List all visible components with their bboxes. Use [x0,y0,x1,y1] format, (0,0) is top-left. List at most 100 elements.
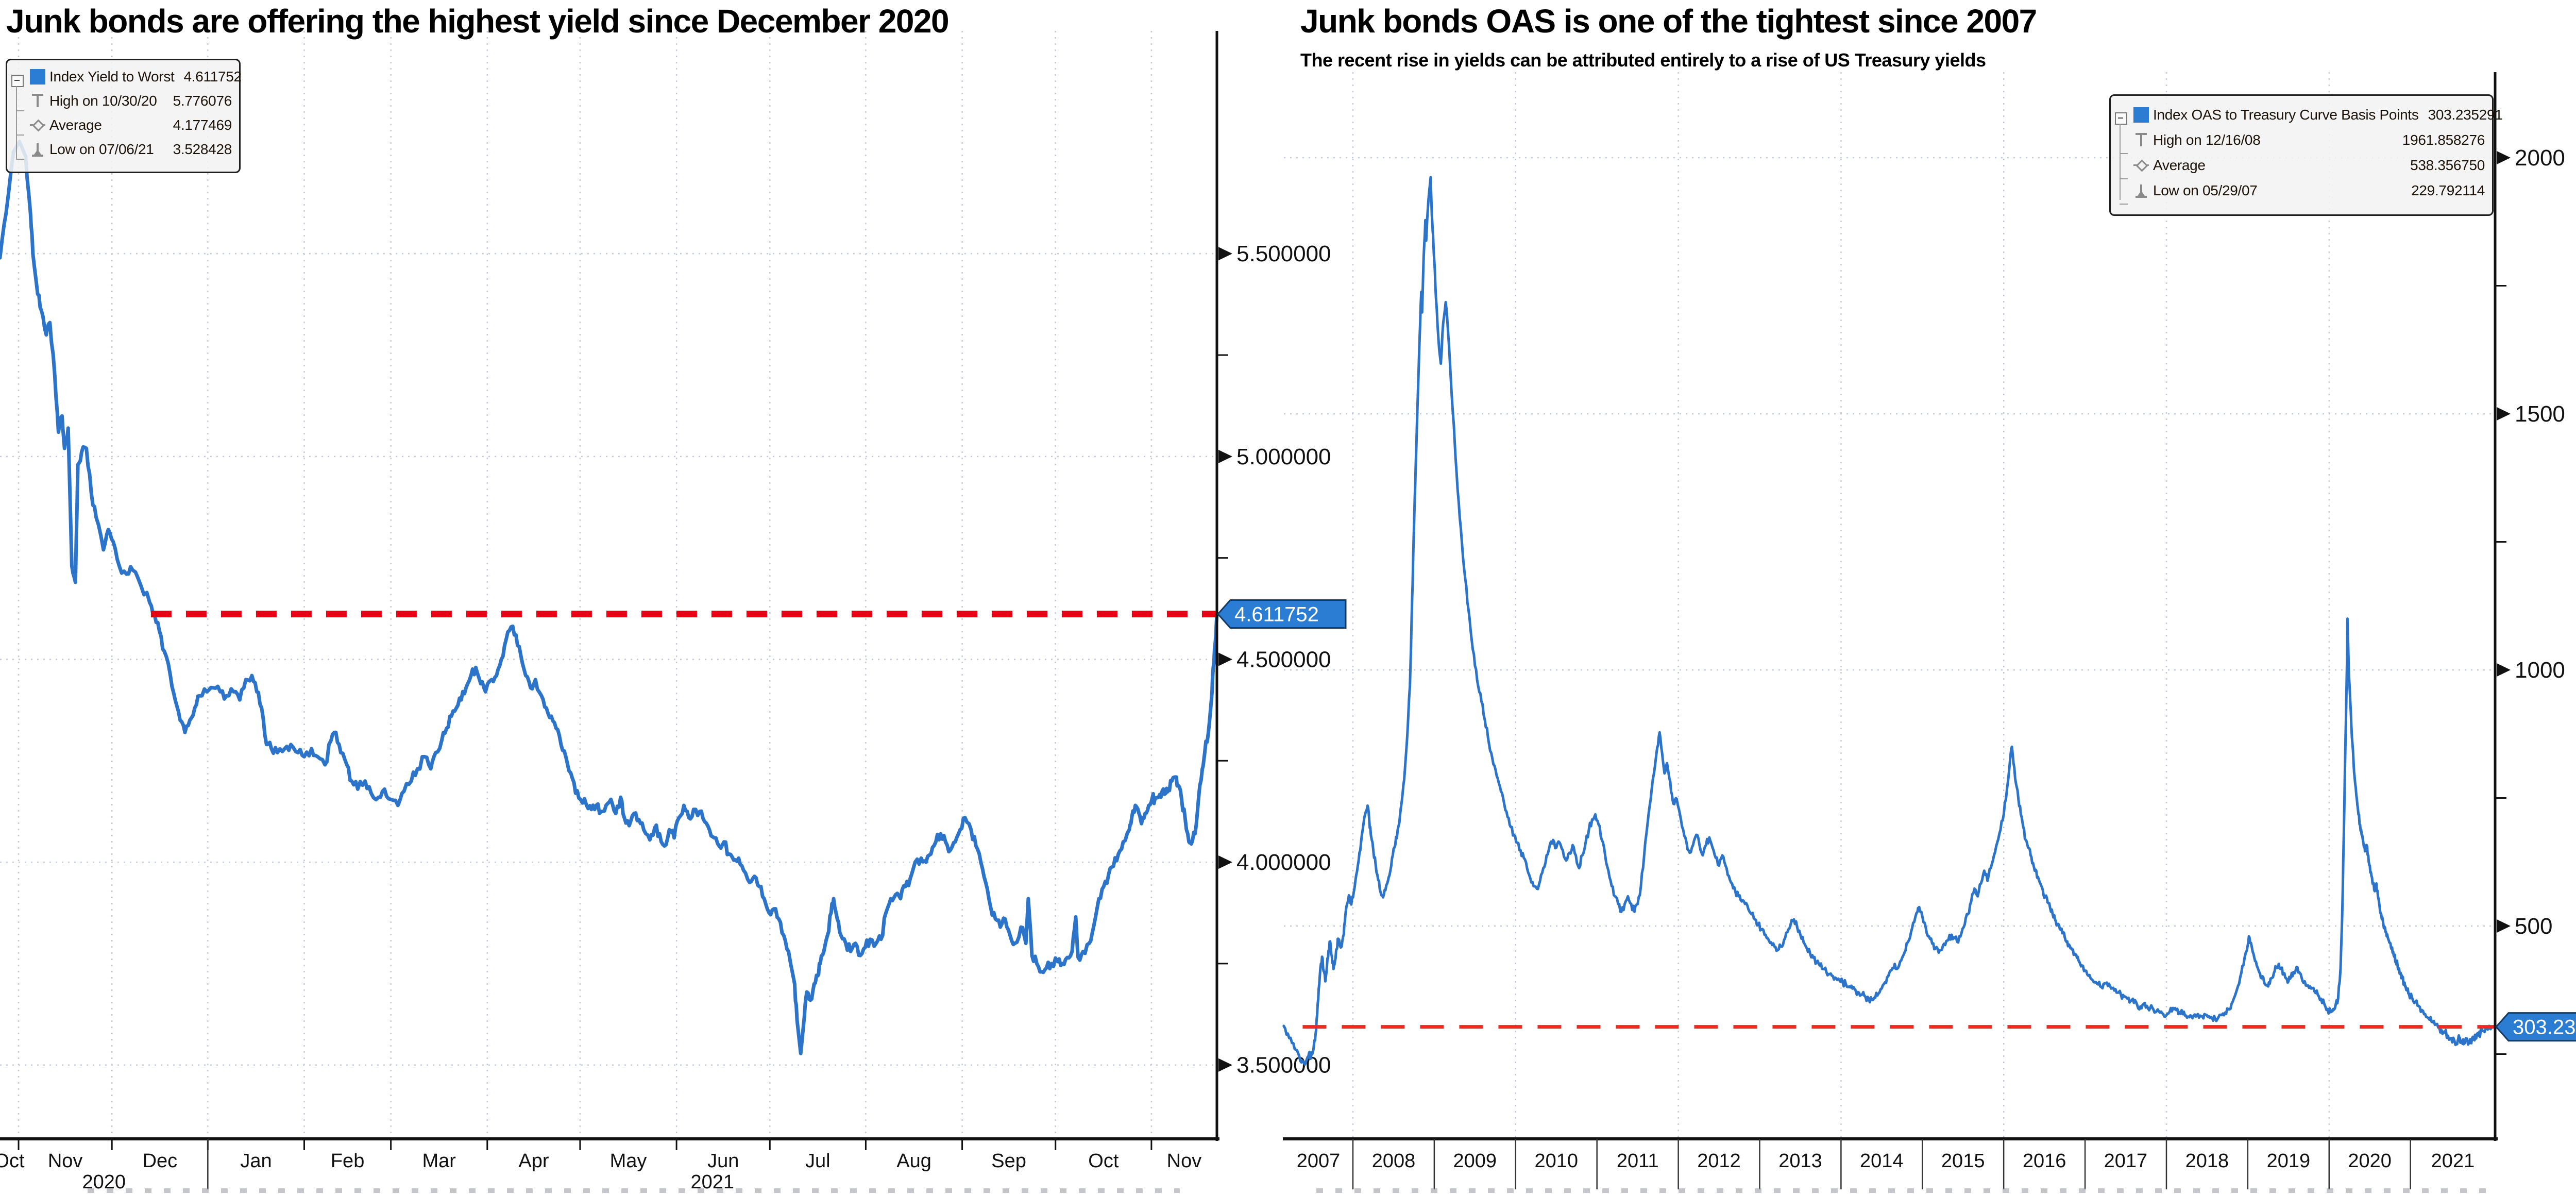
series-swatch-icon [2133,106,2151,124]
series-swatch-icon [30,68,47,86]
x-tick-label: Jan [240,1150,272,1172]
legend-value: 229.792114 [2411,182,2485,198]
x-tick-label: Jul [805,1150,831,1172]
x-tick-label: 2018 [2185,1150,2229,1172]
x-tick-label: 2021 [2431,1150,2475,1172]
legend-row-high[interactable]: High on 12/16/08 1961.858276 [2116,127,2485,153]
legend-value: 1961.858276 [2402,131,2485,148]
y-tick-arrow-icon [1218,652,1232,666]
oas-value-tag [2495,1012,2576,1042]
y-tick-arrow-icon [2497,663,2511,677]
high-marker-icon [2133,131,2151,149]
left-chart-title: Junk bonds are offering the highest yiel… [6,3,950,40]
value-tag-label: 4.611752 [1234,603,1319,626]
legend-row-high[interactable]: High on 10/30/20 5.776076 [12,89,232,113]
x-tick-label: 2007 [1297,1150,1341,1172]
x-tick-label: May [610,1150,647,1172]
legend-value: 303.235291 [2428,106,2503,123]
y-tick-label: 1000 [2515,658,2565,683]
oas-line [1282,176,2494,1066]
x-tick-label: 2010 [1534,1150,1578,1172]
x-tick-label: 2020 [2348,1150,2392,1172]
x-tick-label: 2009 [1453,1150,1497,1172]
x-tick-label: Aug [896,1150,931,1172]
x-tick-label: Nov [48,1150,83,1172]
legend-tree-line [16,86,17,159]
x-tick-label: Oct [1088,1150,1119,1172]
legend-value: 5.776076 [173,92,232,109]
y-tick-arrow-icon [1218,449,1232,463]
y-tick-label: 2000 [2515,145,2565,171]
x-tick-label: 2017 [2104,1150,2148,1172]
y-tick-arrow-icon [1218,247,1232,261]
legend-row-low[interactable]: Low on 07/06/21 3.528428 [12,137,232,161]
y-tick-label: 500 [2515,914,2552,939]
yield-chart-group: 5.500000 5.000000 4.500000 4.000000 3.500000… [0,31,1347,1193]
legend-tree-line [2120,124,2121,200]
legend-label: Low on 05/29/07 [2153,182,2258,198]
x-tick-label: 2011 [1617,1150,1659,1172]
legend-value: 3.528428 [173,141,232,157]
value-tag-label: 303.235291 [2513,1016,2576,1039]
x-tick-label: 2008 [1372,1150,1416,1172]
y-tick-arrow-icon [2497,919,2511,933]
x-tick-label: 2015 [1941,1150,1985,1172]
legend-value: 4.611752 [183,68,242,85]
legend-label: High on 10/30/20 [49,92,157,109]
left-legend-box: Index Yield to Worst 4.611752 High on 10… [6,59,242,173]
x-tick-label: Apr [518,1150,549,1172]
oas-chart-group: 2000 1500 1000 500 2007 2008 2009 2010 2011 2012 2… [1282,72,2576,1189]
x-tick-label: Dec [143,1150,178,1172]
legend-value: 4.177469 [173,116,232,133]
yield-line [0,140,1219,1055]
low-marker-icon [30,141,47,158]
legend-label: Index Yield to Worst [49,68,175,85]
average-marker-icon [2133,157,2151,174]
y-tick-label: 4.500000 [1236,647,1331,672]
x-tick-label: Jun [707,1150,739,1172]
y-tick-label: 5.000000 [1236,444,1331,469]
x-tick-label: 2016 [2023,1150,2066,1172]
legend-row-average[interactable]: Average 4.177469 [12,113,232,137]
x-tick-label: Feb [331,1150,364,1172]
x-tick-label: Sep [991,1150,1026,1172]
y-tick-arrow-icon [2497,407,2511,421]
legend-row-series[interactable]: Index OAS to Treasury Curve Basis Points… [2116,102,2503,127]
legend-label: Low on 07/06/21 [49,141,154,157]
legend-label: Index OAS to Treasury Curve Basis Points [2153,106,2419,123]
y-tick-arrow-icon [2497,150,2511,164]
x-tick-label: Mar [422,1150,456,1172]
legend-label: Average [2153,157,2206,173]
x-tick-label: 2019 [2267,1150,2311,1172]
legend-value: 538.356750 [2410,157,2485,173]
x-tick-label: Nov [1167,1150,1202,1172]
x-tick-label: 2014 [1860,1150,1904,1172]
legend-row-series[interactable]: Index Yield to Worst 4.611752 [12,64,242,89]
right-chart-subtitle: The recent rise in yields can be attribu… [1300,49,1986,71]
legend-row-low[interactable]: Low on 05/29/07 229.792114 [2116,178,2485,203]
high-marker-icon [30,92,47,110]
low-marker-icon [2133,182,2151,199]
x-tick-label: 2013 [1778,1150,1822,1172]
y-tick-label: 3.500000 [1236,1053,1331,1078]
legend-label: Average [49,116,102,133]
yield-chart-plot-area[interactable] [0,31,1217,1139]
x-tick-label: 2012 [1697,1150,1741,1172]
clipped-footer-text [1316,1188,2491,1193]
y-tick-label: 5.500000 [1236,241,1331,266]
oas-chart-plot-area[interactable] [1284,72,2495,1139]
legend-collapse-icon[interactable] [11,75,24,87]
right-chart-title: Junk bonds OAS is one of the tightest si… [1300,3,2037,40]
clipped-footer-text [88,1188,1180,1193]
y-tick-label: 1500 [2515,401,2565,427]
legend-collapse-icon[interactable] [2115,112,2127,125]
yield-value-tag [1216,599,1347,629]
legend-label: High on 12/16/08 [2153,131,2261,148]
average-marker-icon [30,116,47,134]
legend-row-average[interactable]: Average 538.356750 [2116,153,2485,178]
y-tick-label: 4.000000 [1236,850,1331,875]
y-tick-arrow-icon [1218,1058,1232,1072]
y-tick-arrow-icon [1218,855,1232,869]
